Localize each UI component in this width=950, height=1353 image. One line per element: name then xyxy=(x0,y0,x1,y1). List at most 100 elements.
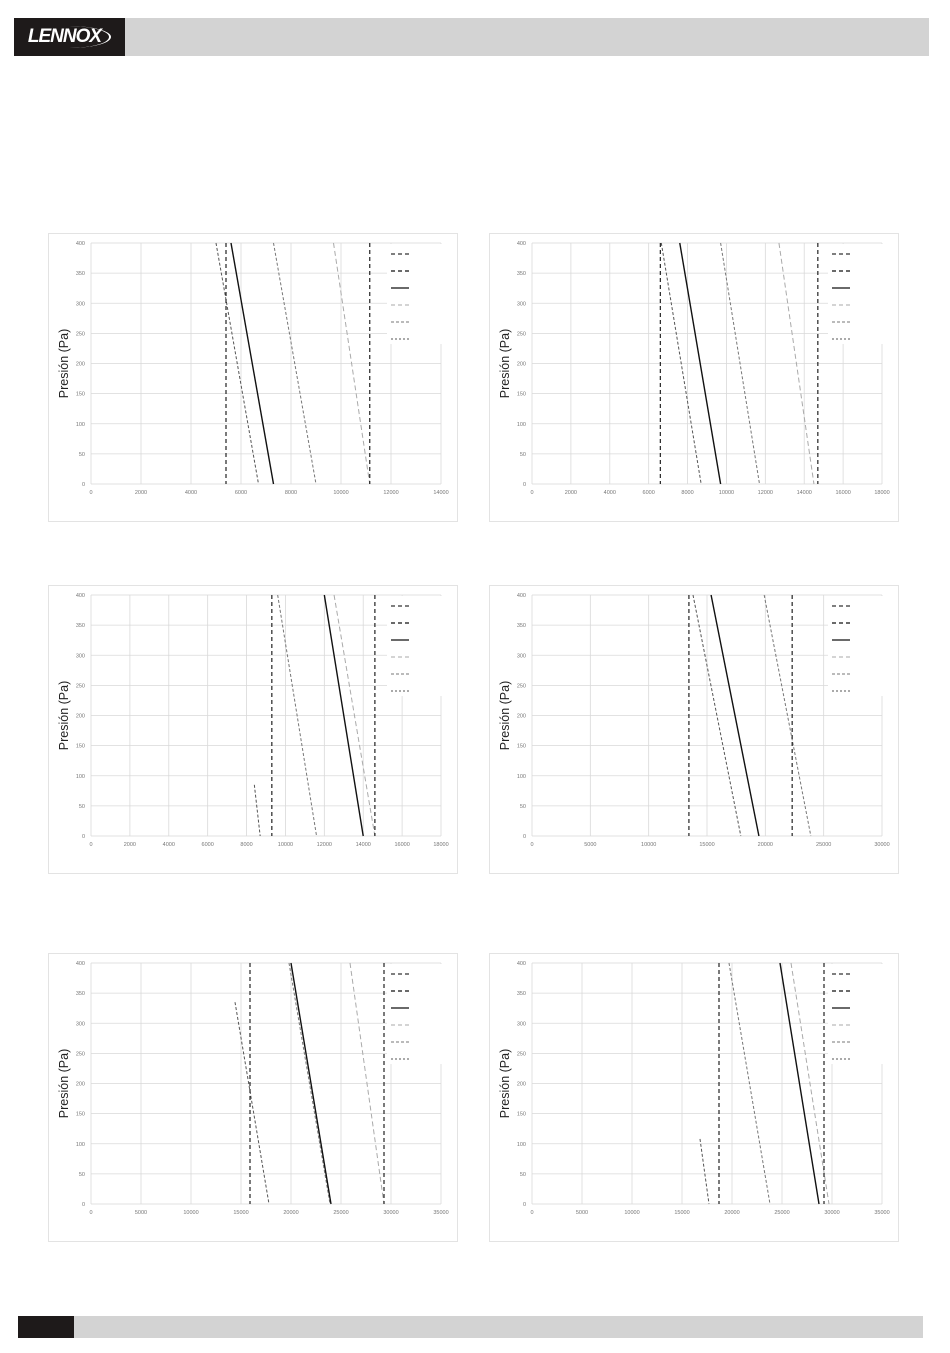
legend-box xyxy=(387,964,457,1064)
x-tick-label: 8000 xyxy=(681,490,693,496)
chart-5: 0 50 100 150 200 250 300 350 400 0 5000 10000 15000 2… xyxy=(48,953,458,1242)
y-axis-label: Presión (Pa) xyxy=(57,681,71,750)
footer-bar xyxy=(18,1316,923,1338)
series-line-3 xyxy=(728,962,771,1205)
y-tick-label: 350 xyxy=(76,271,85,277)
series-line-5 xyxy=(333,242,371,485)
y-tick-label: 350 xyxy=(517,991,526,997)
y-tick-label: 150 xyxy=(76,1112,85,1118)
y-tick-label: 0 xyxy=(523,1202,526,1208)
y-tick-label: 0 xyxy=(523,482,526,488)
chart-6-svg: 0 50 100 150 200 250 300 350 400 0 5000 10000 15000 2… xyxy=(498,961,898,1216)
y-tick-label: 0 xyxy=(82,482,85,488)
footer-page-block xyxy=(18,1316,74,1338)
x-tick-label: 12000 xyxy=(383,490,398,496)
x-tick-label: 20000 xyxy=(283,1210,298,1216)
y-axis-label: Presión (Pa) xyxy=(498,329,512,398)
x-tick-label: 5000 xyxy=(576,1210,588,1216)
x-tick-label: 10000 xyxy=(278,842,293,848)
x-tick-label: 14000 xyxy=(356,842,371,848)
x-tick-label: 25000 xyxy=(333,1210,348,1216)
x-tick-label: 6000 xyxy=(235,490,247,496)
x-tick-label: 16000 xyxy=(835,490,850,496)
y-tick-label: 100 xyxy=(76,1142,85,1148)
y-tick-label: 50 xyxy=(79,804,85,810)
x-tick-label: 15000 xyxy=(233,1210,248,1216)
y-tick-label: 200 xyxy=(517,1082,526,1088)
x-tick-label: 5000 xyxy=(135,1210,147,1216)
x-tick-label: 35000 xyxy=(874,1210,889,1216)
x-tick-label: 16000 xyxy=(394,842,409,848)
x-tick-label: 4000 xyxy=(604,490,616,496)
chart-6: 0 50 100 150 200 250 300 350 400 0 5000 10000 15000 2… xyxy=(489,953,899,1242)
y-tick-label: 150 xyxy=(517,744,526,750)
x-tick-label: 35000 xyxy=(433,1210,448,1216)
x-tick-label: 4000 xyxy=(185,490,197,496)
y-tick-label: 200 xyxy=(76,714,85,720)
y-tick-label: 0 xyxy=(523,834,526,840)
y-tick-label: 0 xyxy=(82,1202,85,1208)
y-tick-label: 400 xyxy=(76,961,85,967)
x-tick-label: 14000 xyxy=(433,490,448,496)
x-tick-label: 20000 xyxy=(758,842,773,848)
series-line-4 xyxy=(720,242,760,485)
x-tick-label: 6000 xyxy=(643,490,655,496)
y-tick-label: 200 xyxy=(517,362,526,368)
y-tick-label: 250 xyxy=(517,331,526,337)
x-tick-label: 0 xyxy=(530,490,533,496)
y-tick-label: 400 xyxy=(76,593,85,599)
x-tick-label: 0 xyxy=(530,1210,533,1216)
legend-box xyxy=(387,244,457,344)
series-line-4 xyxy=(779,962,820,1205)
series-line-4 xyxy=(323,594,364,837)
x-tick-label: 8000 xyxy=(240,842,252,848)
series-line-1 xyxy=(215,242,259,485)
series-line-5 xyxy=(790,962,830,1205)
x-tick-label: 8000 xyxy=(285,490,297,496)
y-tick-label: 300 xyxy=(76,653,85,659)
chart-4: 0 50 100 150 200 250 300 350 400 0 5000 10000 15000 2… xyxy=(489,585,899,874)
series-line-3 xyxy=(277,594,318,837)
y-tick-label: 50 xyxy=(79,452,85,458)
y-tick-label: 300 xyxy=(517,301,526,307)
chart-2: 0 50 100 150 200 250 300 350 400 0 2000 4000 6000 800… xyxy=(489,233,899,522)
series-line-5 xyxy=(349,962,385,1205)
series-line-2 xyxy=(660,242,702,485)
x-tick-label: 0 xyxy=(530,842,533,848)
y-tick-label: 350 xyxy=(76,623,85,629)
y-tick-label: 200 xyxy=(517,714,526,720)
y-tick-label: 300 xyxy=(76,1021,85,1027)
x-tick-label: 12000 xyxy=(758,490,773,496)
chart-3: 0 50 100 150 200 250 300 350 400 0 2000 4000 6000 800… xyxy=(48,585,458,874)
y-tick-label: 350 xyxy=(76,991,85,997)
y-tick-label: 400 xyxy=(76,241,85,247)
y-tick-label: 200 xyxy=(76,362,85,368)
y-tick-label: 300 xyxy=(517,1021,526,1027)
x-tick-label: 10000 xyxy=(624,1210,639,1216)
x-tick-label: 15000 xyxy=(674,1210,689,1216)
legend-box xyxy=(828,596,898,696)
chart-1: 0 50 100 150 200 250 300 350 400 0 2000 4000 6000 800… xyxy=(48,233,458,522)
x-tick-label: 5000 xyxy=(584,842,596,848)
series-line-2 xyxy=(692,594,742,837)
y-tick-label: 150 xyxy=(76,392,85,398)
y-tick-label: 250 xyxy=(76,331,85,337)
y-tick-label: 150 xyxy=(76,744,85,750)
y-axis-label: Presión (Pa) xyxy=(498,681,512,750)
y-tick-label: 400 xyxy=(517,961,526,967)
series-line-4 xyxy=(763,594,812,837)
x-tick-label: 0 xyxy=(89,842,92,848)
legend-box xyxy=(387,596,457,696)
y-tick-label: 300 xyxy=(517,653,526,659)
series-line-3 xyxy=(288,962,331,1205)
y-tick-label: 400 xyxy=(517,241,526,247)
chart-5-svg: 0 50 100 150 200 250 300 350 400 0 5000 10000 15000 2… xyxy=(57,961,457,1216)
y-tick-label: 250 xyxy=(76,683,85,689)
y-axis-label: Presión (Pa) xyxy=(57,1049,71,1118)
x-tick-label: 0 xyxy=(89,490,92,496)
x-tick-label: 10000 xyxy=(333,490,348,496)
x-tick-label: 4000 xyxy=(163,842,175,848)
y-axis-label: Presión (Pa) xyxy=(498,1049,512,1118)
